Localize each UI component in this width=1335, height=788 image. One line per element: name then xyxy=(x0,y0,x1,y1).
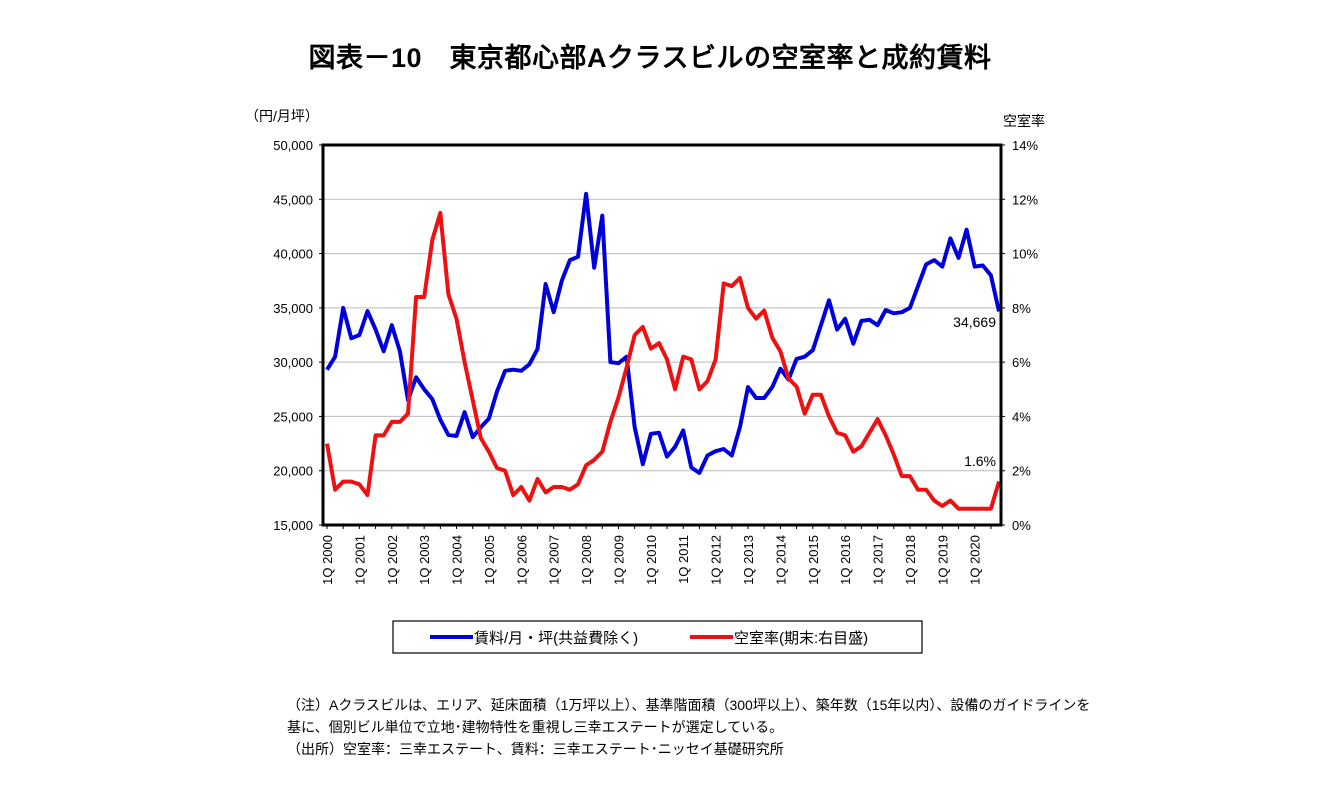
legend-label-vacancy: 空室率(期末:右目盛) xyxy=(734,630,868,647)
left-tick-label: 45,000 xyxy=(273,192,313,207)
x-tick-label: 1Q 2012 xyxy=(709,535,724,585)
x-tick-label: 1Q 2015 xyxy=(806,535,821,585)
right-tick-label: 0% xyxy=(1012,518,1031,533)
note-line: （出所）空室率：三幸エステート、賃料：三幸エステート･ニッセイ基礎研究所 xyxy=(287,741,784,757)
right-tick-label: 4% xyxy=(1012,409,1031,424)
x-tick-label: 1Q 2006 xyxy=(514,535,529,585)
x-tick-label: 1Q 2018 xyxy=(903,535,918,585)
chart-title: 図表－10 東京都心部Aクラスビルの空室率と成約賃料 xyxy=(308,43,992,73)
x-tick-label: 1Q 2007 xyxy=(547,535,562,585)
left-tick-label: 15,000 xyxy=(273,518,313,533)
x-tick-label: 1Q 2017 xyxy=(871,535,886,585)
left-tick-label: 30,000 xyxy=(273,355,313,370)
right-tick-label: 6% xyxy=(1012,355,1031,370)
x-tick-label: 1Q 2003 xyxy=(417,535,432,585)
note-line: 基に、個別ビル単位で立地･建物特性を重視し三幸エステートが選定している。 xyxy=(287,719,784,735)
vacancy-line xyxy=(325,210,1001,511)
x-tick-label: 1Q 2016 xyxy=(838,535,853,585)
x-tick-label: 1Q 2001 xyxy=(352,535,367,585)
left-tick-label: 50,000 xyxy=(273,138,313,153)
x-tick-label: 1Q 2019 xyxy=(935,535,950,585)
x-tick-label: 1Q 2004 xyxy=(450,535,465,585)
left-tick-label: 35,000 xyxy=(273,301,313,316)
legend-label-rent: 賃料/月・坪(共益費除く) xyxy=(474,630,638,647)
left-axis-unit: （円/月坪） xyxy=(245,108,319,124)
x-tick-label: 1Q 2014 xyxy=(773,535,788,585)
left-tick-label: 25,000 xyxy=(273,409,313,424)
right-tick-label: 14% xyxy=(1012,138,1038,153)
legend: 賃料/月・坪(共益費除く) 空室率(期末:右目盛) xyxy=(392,620,923,654)
x-tick-label: 1Q 2010 xyxy=(644,535,659,585)
footnotes: （注）Aクラスビルは、エリア、延床面積（1万坪以上）、基準階面積（300坪以上）… xyxy=(287,694,1090,760)
plot-frame xyxy=(321,143,1003,527)
note-line: （注）Aクラスビルは、エリア、延床面積（1万坪以上）、基準階面積（300坪以上）… xyxy=(287,697,1091,713)
rent-line xyxy=(325,191,1001,475)
x-tick-label: 1Q 2011 xyxy=(676,535,691,584)
left-tick-label: 20,000 xyxy=(273,464,313,479)
right-tick-label: 10% xyxy=(1012,247,1038,262)
x-tick-label: 1Q 2009 xyxy=(611,535,626,585)
right-axis-label: 空室率 xyxy=(1003,113,1045,129)
x-tick-label: 1Q 2002 xyxy=(385,535,400,585)
x-tick-label: 1Q 2005 xyxy=(482,535,497,585)
right-tick-label: 12% xyxy=(1012,192,1038,207)
x-tick-label: 1Q 2013 xyxy=(741,535,756,585)
right-tick-label: 8% xyxy=(1012,301,1031,316)
rent-end-label: 34,669 xyxy=(953,314,996,330)
x-tick-label: 1Q 2008 xyxy=(579,535,594,585)
x-tick-label: 1Q 2000 xyxy=(320,535,335,585)
x-tick-label: 1Q 2020 xyxy=(968,535,983,585)
vacancy-end-label: 1.6% xyxy=(964,453,996,469)
right-tick-label: 2% xyxy=(1012,464,1031,479)
left-tick-label: 40,000 xyxy=(273,247,313,262)
